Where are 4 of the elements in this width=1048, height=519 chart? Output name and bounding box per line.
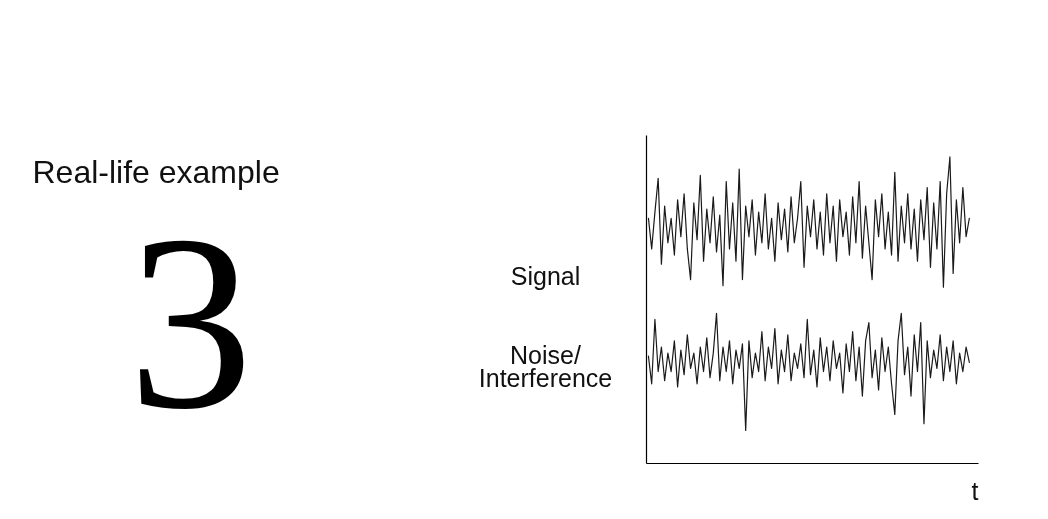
- x-axis-title: t: [971, 476, 979, 505]
- text: Real-life example: [32, 153, 280, 190]
- text: Signal: [510, 261, 581, 290]
- series-label: Noise/ Interference: [478, 341, 613, 393]
